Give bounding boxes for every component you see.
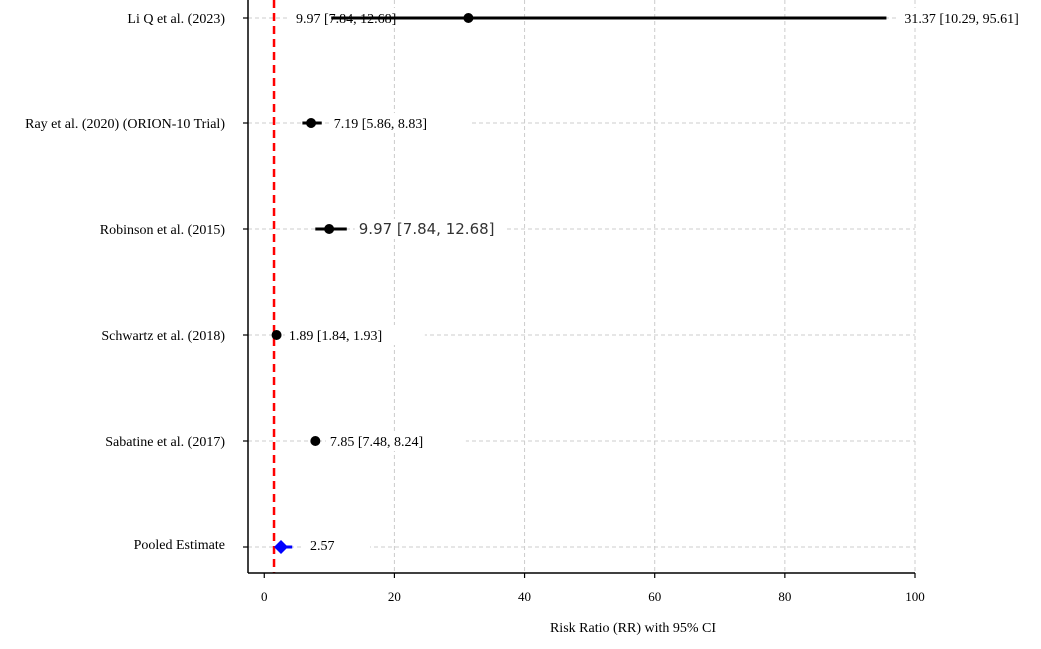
ci-label: 9.97 [7.84, 12.68] bbox=[359, 220, 495, 238]
label-background bbox=[329, 113, 470, 133]
study-label: Li Q et al. (2023) bbox=[127, 12, 225, 27]
study-row: Robinson et al. (2015) 9.97 [7.84, 12.68] bbox=[100, 219, 505, 239]
data-layer: Li Q et al. (2023) 9.97 [7.84, 12.68] 31.3… bbox=[25, 8, 1041, 557]
point-estimate bbox=[306, 118, 317, 128]
pooled-label: Pooled Estimate bbox=[134, 538, 225, 553]
pooled-row: Pooled Estimate 2.57 bbox=[134, 537, 370, 557]
x-tick-label: 80 bbox=[778, 589, 791, 604]
point-estimate bbox=[310, 436, 321, 446]
grid-layer bbox=[248, 0, 916, 573]
pooled-ci-label: 2.57 bbox=[310, 539, 335, 554]
ci-label: 7.19 [5.86, 8.83] bbox=[334, 117, 427, 132]
axis-layer: 0 20 40 60 80 100 bbox=[243, 0, 925, 604]
label-background bbox=[284, 325, 425, 345]
point-estimate bbox=[271, 330, 282, 340]
study-label: Ray et al. (2020) (ORION-10 Trial) bbox=[25, 117, 225, 132]
study-label: Schwartz et al. (2018) bbox=[101, 329, 225, 344]
x-tick-label: 0 bbox=[261, 589, 268, 604]
study-label: Robinson et al. (2015) bbox=[100, 223, 226, 238]
x-tick-label: 100 bbox=[905, 589, 925, 604]
study-label: Sabatine et al. (2017) bbox=[105, 435, 225, 450]
study-row: Ray et al. (2020) (ORION-10 Trial) 7.19 [… bbox=[25, 113, 470, 133]
study-row: Li Q et al. (2023)9.97 [7.84, 12.68]31.3… bbox=[127, 8, 1041, 28]
pooled-diamond bbox=[273, 540, 288, 554]
x-tick-label: 20 bbox=[388, 589, 401, 604]
ci-label: 31.37 [10.29, 95.61] bbox=[904, 12, 1018, 27]
label-background bbox=[325, 431, 466, 451]
study-row: Schwartz et al. (2018) 1.89 [1.84, 1.93] bbox=[101, 325, 425, 345]
x-tick-label: 40 bbox=[518, 589, 531, 604]
label-background bbox=[354, 219, 505, 239]
x-axis-title: Risk Ratio (RR) with 95% CI bbox=[550, 621, 716, 636]
point-estimate bbox=[324, 224, 335, 234]
label-background bbox=[896, 8, 1041, 28]
study-row: Sabatine et al. (2017) 7.85 [7.48, 8.24] bbox=[105, 431, 466, 451]
x-tick-label: 60 bbox=[648, 589, 661, 604]
point-estimate bbox=[463, 13, 474, 23]
label-background bbox=[304, 537, 370, 557]
ci-label: 1.89 [1.84, 1.93] bbox=[289, 329, 382, 344]
ci-label: 7.85 [7.48, 8.24] bbox=[330, 435, 423, 450]
